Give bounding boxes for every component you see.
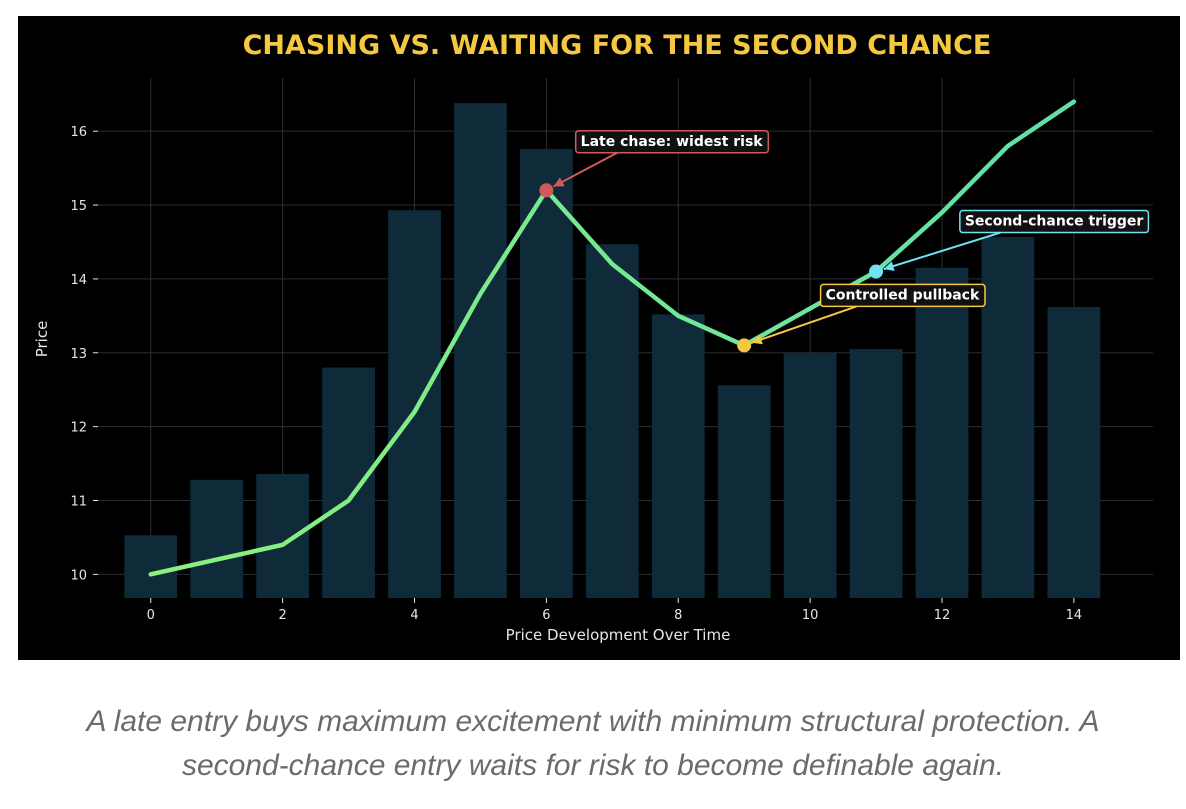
bar — [981, 236, 1035, 598]
annotation-arrow — [883, 231, 1001, 271]
annotation-arrowhead — [751, 334, 763, 345]
annotation-arrowhead — [553, 177, 565, 187]
caption-line-2: second-chance entry waits for risk to be… — [181, 749, 1005, 782]
y-tick-label: 13 — [70, 347, 87, 362]
annotation-marker — [869, 264, 884, 279]
bar — [915, 267, 969, 598]
chart-title: CHASING VS. WAITING FOR THE SECOND CHANC… — [243, 30, 992, 61]
x-tick-label: 12 — [934, 608, 951, 623]
x-tick-label: 6 — [542, 608, 550, 623]
x-axis-label: Price Development Over Time — [506, 626, 731, 644]
annotation-label: Late chase: widest risk — [581, 134, 764, 150]
bar — [783, 352, 837, 598]
x-tick-label: 4 — [410, 608, 418, 623]
y-tick-label: 12 — [70, 421, 87, 436]
y-tick-label: 16 — [70, 125, 87, 140]
annotation-box — [574, 130, 770, 154]
y-tick-label: 11 — [70, 495, 87, 510]
annotation-arrow — [552, 151, 618, 188]
bar — [124, 535, 178, 598]
bar — [454, 103, 507, 598]
annotation-box — [959, 209, 1150, 234]
x-tick-label: 0 — [147, 608, 155, 623]
axes: 0 2 4 6 8 10 12 14 10 11 12 13 14 15 16 — [70, 125, 1082, 623]
annotation-box — [819, 283, 986, 308]
bar-series — [124, 103, 1101, 598]
chart-svg: CHASING VS. WAITING FOR THE SECOND CHANC… — [33, 30, 1153, 644]
x-tick-label: 10 — [802, 608, 819, 623]
bar — [849, 349, 903, 598]
price-line — [148, 99, 1077, 577]
y-tick-label: 14 — [70, 273, 87, 288]
annotation-arrowhead — [883, 261, 895, 271]
caption-line-1: A late entry buys maximum excitement wit… — [86, 705, 1100, 738]
figure-caption: A late entry buys maximum excitement wit… — [0, 700, 1186, 788]
bar — [322, 367, 375, 598]
bar — [256, 473, 309, 598]
annotation-marker — [737, 338, 752, 353]
annotation-marker — [539, 183, 554, 198]
annotation-label: Controlled pullback — [826, 287, 980, 303]
bar — [585, 244, 639, 598]
annotation-arrow — [751, 305, 857, 344]
annotation-label: Second-chance trigger — [965, 214, 1144, 230]
annotations: Late chase: widest risk Controlled pullba… — [539, 130, 1150, 353]
bar — [1047, 306, 1101, 598]
x-tick-label: 8 — [674, 608, 682, 623]
x-tick-label: 2 — [278, 608, 286, 623]
x-tick-label: 14 — [1066, 608, 1083, 623]
y-tick-label: 15 — [70, 199, 87, 214]
bar — [388, 210, 441, 598]
bar — [717, 385, 771, 598]
y-tick-label: 10 — [70, 568, 87, 583]
line-series — [148, 99, 1077, 577]
chart-figure: CHASING VS. WAITING FOR THE SECOND CHANC… — [18, 16, 1180, 660]
bar — [651, 314, 705, 598]
y-axis-label: Price — [33, 321, 51, 358]
bar — [520, 148, 573, 598]
bar — [190, 479, 244, 598]
